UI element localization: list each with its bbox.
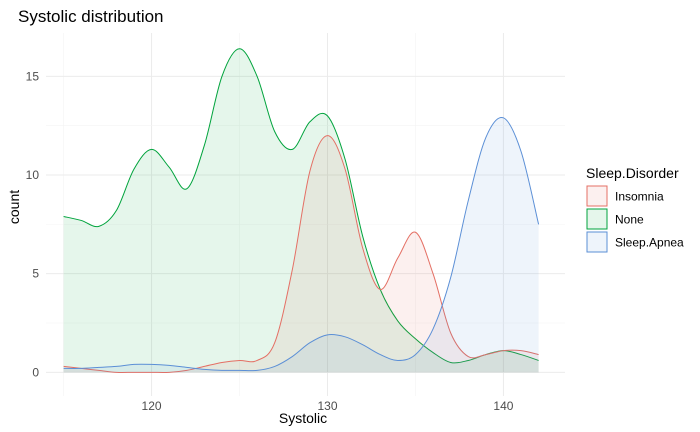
series-areas	[63, 48, 540, 373]
y-tick-label: 0	[32, 365, 39, 379]
y-axis-title: count	[6, 190, 22, 224]
legend-label-sleep-apnea: Sleep.Apnea	[615, 236, 684, 250]
x-tick-label: 130	[317, 399, 337, 413]
x-tick-label: 140	[493, 399, 513, 413]
legend-label-none: None	[615, 213, 644, 227]
y-tick-labels: 0 5 10 15	[26, 69, 40, 379]
density-line-insomnia	[63, 135, 539, 373]
density-line-none	[63, 48, 539, 364]
x-tick-label: 120	[142, 399, 162, 413]
density-line-sleep-apnea	[63, 116, 540, 372]
chart-title: Systolic distribution	[18, 7, 164, 26]
x-tick-labels: 120 130 140	[142, 399, 514, 413]
area-fill-insomnia	[63, 135, 539, 373]
legend-key-none	[586, 208, 608, 230]
legend-label-insomnia: Insomnia	[615, 190, 664, 204]
area-fill-sleep-apnea	[63, 117, 539, 373]
y-tick-label: 5	[32, 267, 39, 281]
y-tick-label: 10	[26, 168, 40, 182]
legend: Insomnia None Sleep.Apnea	[586, 185, 684, 253]
legend-title: Sleep.Disorder	[586, 165, 679, 181]
legend-key-sleep-apnea	[586, 231, 608, 253]
area-fill-none	[63, 48, 539, 373]
y-tick-label: 15	[26, 69, 40, 83]
x-axis-title: Systolic	[279, 410, 327, 426]
legend-key-insomnia	[586, 185, 608, 207]
